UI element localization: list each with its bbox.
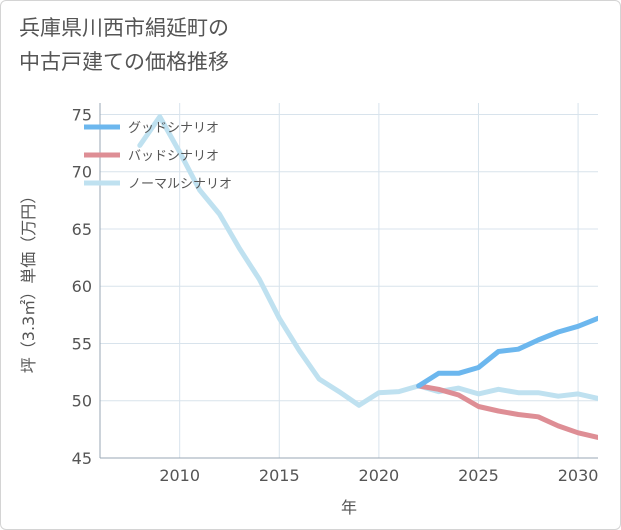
x-axis-title: 年	[341, 498, 357, 517]
legend-label: グッドシナリオ	[128, 121, 219, 136]
y-axis-title: 坪（3.3㎡）単価（万円）	[19, 188, 38, 373]
x-tick-label: 2010	[159, 466, 200, 485]
series-line-2	[416, 383, 598, 440]
x-tick-label: 2030	[558, 466, 599, 485]
chart-title: 兵庫県川西市絹延町の 中古戸建ての価格推移	[19, 16, 229, 74]
y-tick-label: 55	[72, 334, 92, 353]
y-tick-label: 70	[72, 163, 92, 182]
series-line-1	[416, 315, 598, 389]
series-line-3	[137, 114, 598, 408]
y-tick-label: 50	[72, 392, 92, 411]
legend-label: ノーマルシナリオ	[128, 177, 232, 192]
legend-label: バッドシナリオ	[128, 149, 219, 164]
y-tick-label: 45	[72, 449, 92, 468]
x-tick-label: 2025	[458, 466, 499, 485]
x-tick-label: 2020	[359, 466, 400, 485]
y-tick-label: 65	[72, 220, 92, 239]
x-tick-label: 2015	[259, 466, 300, 485]
y-tick-label: 60	[72, 277, 92, 296]
y-tick-label: 75	[72, 105, 92, 124]
